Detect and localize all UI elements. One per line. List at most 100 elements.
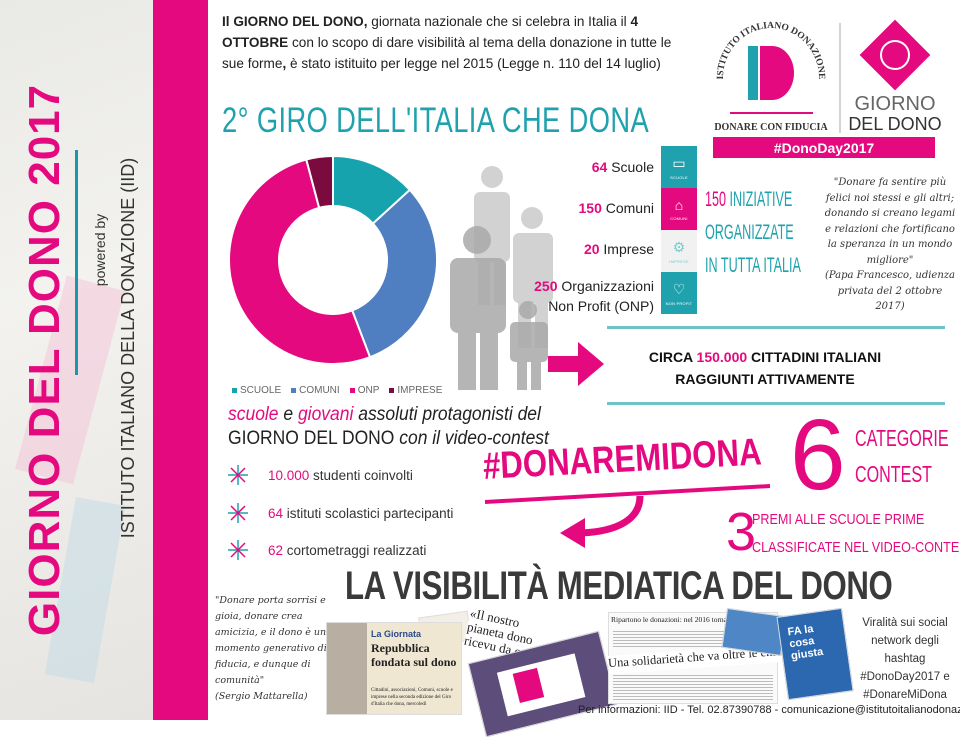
heart-icon: ♡ NON PROFIT	[661, 272, 697, 314]
bullet-number: 10.000	[268, 467, 310, 483]
chart-legend: SCUOLE COMUNI ONP IMPRESE	[232, 385, 442, 396]
legend-swatch	[349, 387, 355, 393]
text-part: e	[278, 404, 298, 425]
logo-i-shape	[748, 46, 758, 100]
heart-glyph: ♡	[672, 280, 686, 297]
logo-graphic: ISTITUTO ITALIANO DONAZIONE DONARE CON F…	[713, 19, 942, 158]
stat-onp: 250 Organizzazioni Non Profit (ONP)	[534, 276, 654, 316]
bullet-number: 62	[268, 542, 284, 558]
highlight-word: giovani	[297, 404, 354, 425]
initiatives-line: ORGANIZZATE	[705, 221, 794, 244]
title-underline	[75, 150, 78, 375]
quote-text: "Donare fa sentire più felici noi stessi…	[824, 177, 956, 266]
bullet-number: 64	[268, 505, 284, 521]
donut-slice-onp	[228, 158, 372, 365]
building-icon: ⌂ COMUNI	[661, 188, 697, 230]
tv-screenshot	[721, 608, 787, 656]
legend-label: COMUNI	[299, 385, 340, 396]
stat-comuni: 150 Comuni	[579, 200, 655, 216]
quote-author: (Papa Francesco, udienza privata del 2 o…	[824, 270, 956, 312]
press-clipping-repubblica: La Giornata Repubblica fondata sul dono …	[326, 622, 462, 715]
stat-label: Imprese	[603, 241, 654, 257]
quote-text: "Donare porta sorrisi e gioia, donare cr…	[215, 595, 327, 686]
donut-slice-imprese	[305, 154, 334, 210]
vertical-title: GIORNO DEL DONO 2017	[20, 83, 69, 637]
clipping-headline: Repubblica fondata sul dono	[371, 641, 457, 669]
intro-bold: 4 OTTOBRE	[222, 14, 639, 50]
stat-imprese: 20 Imprese	[584, 241, 654, 257]
book-icon: ▭ SCUOLE	[661, 146, 697, 188]
initiatives-line: INIZIATIVE	[726, 188, 793, 211]
stat-label: Comuni	[605, 200, 654, 216]
intro-text-part: con lo scopo di dare visibilità al tema …	[222, 35, 672, 71]
stat-scuole: 64 Scuole	[592, 159, 654, 175]
people-silhouettes-icon	[450, 166, 553, 390]
pink-divider-bar	[153, 0, 208, 720]
legend-swatch	[291, 387, 297, 393]
bullet-item: 10.000 studenti coinvolti	[228, 465, 413, 485]
hashtag-banner-text: #DonoDay2017	[774, 140, 875, 156]
initiatives-line: IN TUTTA ITALIA	[705, 254, 801, 277]
legend-swatch	[389, 387, 395, 393]
media-title: LA VISIBILITÀ MEDIATICA DEL DONO	[345, 564, 893, 608]
clipping-body: Cittadini, associazioni, Comuni, scuole …	[371, 688, 453, 707]
legend-item: IMPRESE	[389, 385, 442, 396]
bullet-text: studenti coinvolti	[309, 467, 413, 483]
bullet-text: cortometraggi realizzati	[283, 542, 427, 558]
legend-item: ONP	[349, 385, 379, 396]
reach-text-part: CIRCA	[648, 349, 697, 365]
prizes-number: 3	[726, 502, 757, 562]
asterisk-icon	[228, 465, 248, 485]
reach-text-part: CITTADINI ITALIANI	[747, 349, 882, 365]
prizes-line: PREMI ALLE SCUOLE PRIME	[752, 511, 925, 528]
reach-text: CIRCA 150.000 CITTADINI ITALIANI RAGGIUN…	[600, 346, 930, 390]
icon-caption: NON PROFIT	[665, 300, 693, 306]
icon-caption: IMPRESE	[669, 258, 689, 264]
quote-author: (Sergio Mattarella)	[215, 691, 308, 702]
stat-label: Scuole	[611, 159, 654, 175]
bullet-item: 64 istituti scolastici partecipanti	[228, 503, 453, 523]
diamond-ornament	[880, 40, 910, 70]
intro-text-part: è stato istituito per legge nel 2015 (Le…	[286, 56, 661, 71]
categories-label: CATEGORIE CONTEST	[855, 420, 949, 492]
prizes-line: CLASSIFICATE NEL VIDEO-CONTEST	[752, 539, 960, 556]
giorno-del-dono-diamond-icon	[859, 19, 931, 91]
bullet-text: istituti scolastici partecipanti	[283, 505, 454, 521]
categories-line: CONTEST	[855, 461, 932, 487]
categories-number: 6	[790, 399, 846, 511]
clipping-photo	[327, 623, 367, 714]
logo-tagline: DONARE CON FIDUCIA	[714, 122, 828, 133]
reach-number: 150.000	[696, 349, 748, 365]
papa-quote: "Donare fa sentire più felici noi stessi…	[824, 175, 956, 315]
legend-swatch	[232, 387, 237, 393]
stat-number: 250	[534, 278, 558, 294]
stat-number: 20	[583, 241, 600, 257]
powered-by-label: powered by	[92, 213, 108, 287]
text-part: con il video-contest	[394, 428, 549, 449]
logo-d-shape	[760, 46, 794, 100]
intro-bold: ,	[282, 56, 287, 71]
clipping-kicker: La Giornata	[371, 629, 422, 639]
legend-item: COMUNI	[291, 385, 340, 396]
highlight-word: scuole	[228, 404, 279, 425]
divider-line	[607, 402, 945, 405]
curved-arrow-icon	[484, 484, 771, 548]
legend-item: SCUOLE	[232, 385, 281, 396]
clipping-headline: Ripartono le donazioni: nel 2016 tornate…	[611, 615, 778, 624]
text-part: GIORNO DEL DONO	[228, 428, 395, 449]
stat-label: Organizzazioni	[561, 278, 654, 294]
viral-text: Viralità sui social network degli hashta…	[860, 617, 950, 701]
footer-contact: Per informazioni: IID - Tel. 02.87390788…	[578, 704, 960, 716]
logo-block: ISTITUTO ITALIANO DONAZIONE DONARE CON F…	[705, 8, 955, 158]
logo-brand-line1: GIORNO	[854, 93, 935, 115]
stat-number: 150	[578, 200, 602, 216]
book-glyph: ▭	[672, 154, 686, 171]
building-glyph: ⌂	[674, 197, 684, 213]
asterisk-icon	[228, 503, 248, 523]
intro-text-part: giornata nazionale che si celebra in Ita…	[367, 14, 631, 29]
clipping-headline: FA la cosa giusta	[786, 623, 825, 663]
icon-caption: COMUNI	[670, 216, 688, 221]
gears-icon: ⚙ IMPRESE	[661, 230, 697, 272]
logo-brand-line2: DEL DONO	[848, 114, 941, 134]
asterisk-icon	[228, 540, 248, 560]
